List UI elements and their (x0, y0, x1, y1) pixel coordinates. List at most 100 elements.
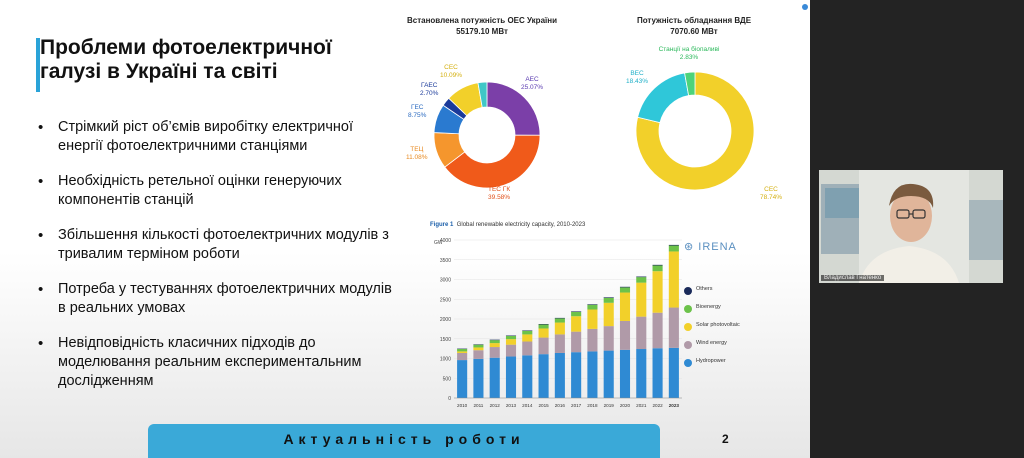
bar-segment-bioenergy (538, 324, 549, 329)
bar-segment-bioenergy (668, 245, 679, 252)
bar-segment-solar-photovoltaic (522, 334, 533, 342)
donut1-title-block: Встановлена потужність ОЕС України 55179… (392, 16, 572, 36)
bar-chart-legend: Others Bioenergy Solar photovoltaic Wind… (684, 286, 754, 376)
bar-segment-solar-photovoltaic (538, 328, 549, 338)
bar-segment-hydropower (571, 352, 582, 398)
donut1-label-tes: ТЕС ГК 39.58% (488, 186, 511, 201)
y-tick-label: 1000 (440, 357, 451, 363)
x-tick-label: 2018 (587, 403, 598, 408)
bar-segment-wind-energy (457, 352, 468, 361)
bar-segment-wind-energy (489, 347, 500, 358)
bar-segment-solar-photovoltaic (489, 343, 500, 348)
webcam-tile[interactable] (819, 170, 1003, 283)
presentation-slide: Проблеми фотоелектричної галузі в Україн… (0, 0, 810, 458)
bar-segment-others (619, 286, 631, 288)
bar-segment-wind-energy (619, 320, 631, 350)
bar-segment-solar-photovoltaic (505, 339, 517, 345)
figure-caption: Figure 1 Global renewable electricity ca… (430, 222, 586, 228)
bar-segment-hydropower (505, 356, 517, 398)
bar-segment-others (538, 324, 549, 325)
bar-segment-solar-photovoltaic (571, 316, 582, 332)
legend-item-solar: Solar photovoltaic (684, 322, 754, 336)
bar-segment-hydropower (652, 348, 663, 398)
bar-segment-bioenergy (489, 340, 500, 344)
bar-segment-hydropower (473, 358, 484, 398)
bar-segment-bioenergy (554, 318, 565, 323)
donut1-subtitle: 55179.10 МВт (456, 27, 508, 36)
bar-segment-others (587, 304, 598, 305)
bar-segment-others (652, 264, 663, 266)
y-tick-label: 1500 (440, 337, 451, 343)
bar-segment-wind-energy (636, 316, 647, 350)
donut1-title: Встановлена потужність ОЕС України (406, 16, 558, 25)
x-tick-label: 2022 (652, 403, 663, 408)
bullet-item: Збільшення кількості фотоелектричних мод… (36, 226, 396, 264)
x-tick-label: 2019 (604, 403, 615, 408)
y-tick-label: 3000 (440, 278, 451, 284)
bar-segment-others (571, 311, 582, 312)
y-tick-label: 4000 (440, 238, 451, 244)
bar-segment-solar-photovoltaic (636, 282, 647, 317)
x-tick-label: 2011 (473, 403, 483, 408)
bar-segment-bioenergy (587, 304, 598, 310)
bar-segment-solar-photovoltaic (457, 351, 468, 353)
donut2-label-bio: Станції на біопаливі 2.83% (658, 46, 720, 61)
donut-slice-тес-гк (444, 134, 541, 189)
donut2-label-solar: СЕС 78.74% (760, 186, 783, 201)
bar-segment-bioenergy (457, 349, 468, 352)
bar-segment-hydropower (636, 349, 647, 398)
bar-segment-wind-energy (473, 350, 484, 359)
x-tick-label: 2017 (571, 403, 582, 408)
donut1-label-gaes: ГАЕС 2.70% (420, 82, 439, 97)
bullet-item: Потреба у тестуваннях фотоелектричних мо… (36, 280, 396, 318)
x-tick-label: 2023 (669, 403, 680, 408)
x-tick-label: 2010 (457, 403, 468, 408)
bar-segment-hydropower (619, 349, 631, 398)
x-tick-label: 2014 (522, 403, 533, 408)
x-tick-label: 2020 (620, 403, 631, 408)
bar-segment-solar-photovoltaic (603, 302, 614, 327)
bar-segment-others (603, 297, 614, 298)
bar-segment-wind-energy (522, 341, 533, 356)
footer-text: Актуальність роботи (283, 431, 525, 447)
bar-segment-others (636, 276, 647, 278)
slide-title-line2: галузі в Україні та світі (40, 60, 278, 83)
bar-segment-solar-photovoltaic (668, 251, 679, 308)
bar-segment-bioenergy (619, 287, 631, 293)
bar-segment-solar-photovoltaic (473, 347, 484, 351)
bullet-item: Невідповідність класичних підходів до мо… (36, 334, 396, 391)
bar-segment-wind-energy (554, 334, 565, 353)
donut1-label-aes: АЕС 25.07% (521, 76, 544, 91)
y-axis-unit: GW (434, 240, 443, 246)
bar-segment-wind-energy (505, 344, 517, 357)
y-tick-label: 0 (448, 396, 451, 402)
page-number: 2 (722, 432, 729, 446)
donut-chart-renewables (635, 71, 755, 191)
bar-segment-hydropower (603, 350, 614, 398)
y-tick-label: 2000 (440, 317, 451, 323)
donut-slice-other (477, 81, 488, 108)
bar-segment-bioenergy (652, 265, 663, 272)
donut2-title-block: Потужність обладнання ВДЕ 7070.60 МВт (604, 16, 784, 36)
bar-chart-global-capacity: GW 0 500 1000 1500 2000 2500 3000 3500 4000 2010 20… (434, 238, 682, 408)
y-tick-label: 500 (443, 376, 452, 382)
donut1-value-aes: 25.07% (521, 84, 544, 91)
title-accent-bar (36, 38, 40, 92)
donut1-label-ses: СЕС 10.09% (440, 64, 463, 79)
bar-segment-bioenergy (505, 335, 517, 340)
bar-segment-bioenergy (571, 311, 582, 317)
slide-title-line1: Проблеми фотоелектричної (40, 36, 332, 59)
x-tick-label: 2012 (490, 403, 501, 408)
donut2-label-wind: ВЕС 18.43% (626, 70, 649, 85)
bar-segment-hydropower (457, 360, 468, 398)
bar-segment-hydropower (668, 347, 679, 398)
bullet-item: Необхідність ретельної оцінки генеруючих… (36, 172, 396, 210)
bar-segment-wind-energy (652, 312, 663, 349)
bar-segment-wind-energy (538, 337, 549, 355)
legend-item-wind: Wind energy (684, 340, 754, 354)
bar-segment-wind-energy (668, 307, 679, 348)
slide-indicator-dot (802, 4, 808, 10)
bar-segment-hydropower (554, 352, 565, 398)
bar-segment-bioenergy (522, 330, 533, 335)
bar-segment-solar-photovoltaic (619, 292, 631, 321)
